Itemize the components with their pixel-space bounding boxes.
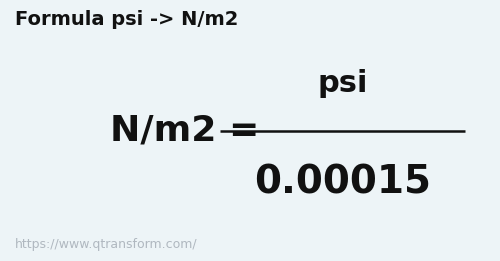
Text: 0.00015: 0.00015	[254, 164, 431, 202]
Text: Formula psi -> N/m2: Formula psi -> N/m2	[15, 10, 238, 29]
Text: psi: psi	[318, 69, 368, 98]
Text: N/m2 =: N/m2 =	[110, 114, 260, 147]
Text: https://www.qtransform.com/: https://www.qtransform.com/	[15, 238, 198, 251]
